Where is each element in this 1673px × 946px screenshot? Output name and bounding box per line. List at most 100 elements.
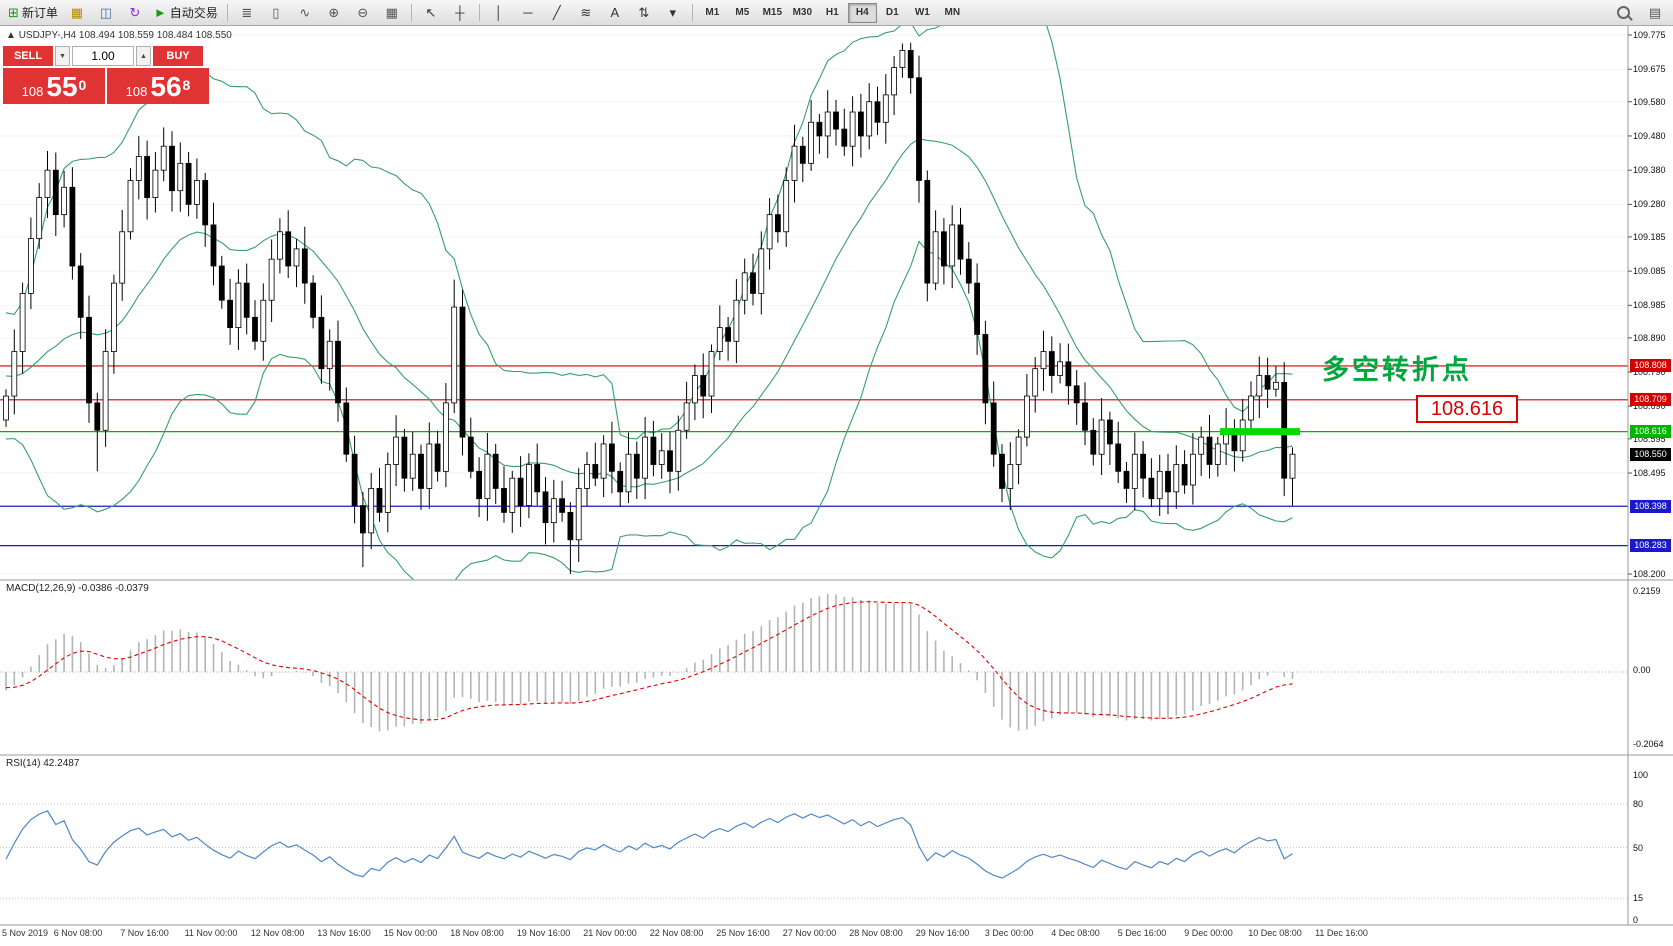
time-axis-label[interactable]: 25 Nov 16:00 — [716, 928, 770, 938]
chart-window-button[interactable]: ▦ — [63, 2, 91, 24]
search-button[interactable] — [1609, 2, 1637, 24]
price-level-label-108-398: 108.398 — [1630, 499, 1671, 513]
timeframe-mn-button[interactable]: MN — [944, 7, 961, 18]
search-icon — [1616, 6, 1630, 19]
chart-window-icon: ▦ — [70, 5, 84, 20]
rsi-scale-tick: 0 — [1633, 915, 1639, 925]
buy-button[interactable]: BUY — [153, 46, 203, 66]
zoom-in-icon: ⊕ — [328, 5, 340, 20]
bar-chart-mode-button[interactable]: ≣ — [233, 2, 261, 24]
time-axis-label[interactable]: 5 Nov 2019 — [2, 928, 49, 938]
trendline-tool-button[interactable]: ╱ — [543, 2, 571, 24]
time-axis-label[interactable]: 9 Dec 00:00 — [1184, 928, 1233, 938]
time-axis-label[interactable]: 19 Nov 16:00 — [516, 928, 571, 938]
candlestick-mode-button[interactable]: ▯ — [262, 2, 290, 24]
profiles-button[interactable]: ◫ — [92, 2, 120, 24]
zoom-out-icon: ⊖ — [357, 5, 369, 20]
crosshair-tool-button[interactable]: ┼ — [446, 2, 474, 24]
timeframe-m1-button[interactable]: M1 — [705, 7, 720, 18]
macd-scale-min: -0.2064 — [1633, 739, 1664, 749]
time-axis-label[interactable]: 12 Nov 08:00 — [250, 928, 305, 938]
turning-point-annotation: 多空转折点 — [1322, 355, 1472, 385]
zoom-out-button[interactable]: ⊖ — [349, 2, 377, 24]
timeframe-h1-button[interactable]: H1 — [825, 7, 839, 18]
time-axis-label[interactable]: 11 Dec 16:00 — [1315, 928, 1368, 938]
text-tool-button[interactable]: A — [601, 2, 629, 24]
sell-price-display[interactable]: 108 55 0 — [3, 68, 105, 104]
timeframe-m15-button[interactable]: M15 — [762, 7, 783, 18]
volume-increase-button[interactable]: ▲ — [136, 46, 151, 66]
toolbar-separator — [691, 4, 693, 21]
arrows-tool-button[interactable]: ⇅ — [630, 2, 658, 24]
price-axis-tick: 109.085 — [1633, 266, 1666, 277]
time-axis-label[interactable]: 10 Dec 08:00 — [1248, 928, 1302, 938]
time-axis-label[interactable]: 27 Nov 00:00 — [782, 928, 837, 938]
buy-price-display[interactable]: 108 56 8 — [107, 68, 209, 104]
vertical-line-tool-button[interactable]: │ — [485, 2, 513, 24]
horizontal-line-tool-button[interactable]: ─ — [514, 2, 542, 24]
price-axis-tick: 109.775 — [1633, 30, 1666, 40]
one-click-trading-panel: SELL ▼ ▲ BUY 108 55 0 108 56 8 — [3, 46, 209, 104]
volume-input[interactable] — [72, 46, 134, 66]
zoom-in-button[interactable]: ⊕ — [320, 2, 348, 24]
price-axis-tick: 109.580 — [1633, 96, 1666, 107]
refresh-icon: ↻ — [129, 5, 141, 20]
chart-symbol-info: ▲ USDJPY-,H4 108.494 108.559 108.484 108… — [6, 30, 232, 41]
time-axis-label[interactable]: 21 Nov 00:00 — [583, 928, 637, 938]
bar-chart-mode-icon: ≣ — [241, 5, 253, 20]
time-axis-label[interactable]: 5 Dec 16:00 — [1117, 928, 1167, 938]
price-axis-tick: 108.890 — [1633, 332, 1666, 343]
auto-trading-button[interactable]: ► 自动交易 — [150, 2, 222, 24]
time-axis-label[interactable]: 6 Nov 08:00 — [53, 928, 103, 938]
main-toolbar: ⊞ 新订单 ▦ ◫ ↻ ► 自动交易 ≣ ▯ ∿ ⊕ ⊖ ▦ ↖ ┼ │ ─ ╱ ≋ A ⇅ ▾ M1 M5 M15 M30 H1 H… — [0, 0, 1673, 26]
fibonacci-tool-icon: ≋ — [580, 5, 592, 20]
line-chart-mode-button[interactable]: ∿ — [291, 2, 319, 24]
price-axis-tick: 108.690 — [1633, 401, 1666, 412]
more-tools-button[interactable]: ▾ — [659, 2, 687, 24]
rsi-label: RSI(14) 42.2487 — [6, 758, 80, 769]
rsi-scale-tick: 15 — [1633, 893, 1644, 904]
time-axis-label[interactable]: 28 Nov 08:00 — [849, 928, 903, 938]
rsi-scale-tick: 80 — [1633, 799, 1644, 809]
time-axis-label[interactable]: 3 Dec 00:00 — [984, 928, 1034, 938]
cursor-tool-button[interactable]: ↖ — [417, 2, 445, 24]
symbol-marker-icon: ▲ — [6, 30, 16, 41]
cursor-tool-icon: ↖ — [425, 5, 437, 20]
volume-decrease-button[interactable]: ▼ — [55, 46, 70, 66]
tile-windows-button[interactable]: ▦ — [378, 2, 406, 24]
toolbar-separator — [410, 4, 412, 21]
timeframe-w1-button[interactable]: W1 — [914, 7, 930, 18]
refresh-button[interactable]: ↻ — [121, 2, 149, 24]
line-chart-mode-icon: ∿ — [299, 5, 311, 20]
sell-price-sup: 0 — [78, 77, 87, 93]
time-axis-label[interactable]: 22 Nov 08:00 — [649, 928, 704, 938]
price-axis-tick: 109.380 — [1633, 165, 1666, 176]
panels-button[interactable]: ▤ — [1641, 2, 1669, 24]
time-axis-label[interactable]: 13 Nov 16:00 — [317, 928, 371, 938]
sell-price-main: 55 — [46, 71, 78, 102]
time-axis-label[interactable]: 18 Nov 08:00 — [450, 928, 504, 938]
price-level-label-108-616: 108.616 — [1630, 425, 1671, 439]
auto-trading-label: 自动交易 — [169, 6, 218, 20]
fibonacci-tool-button[interactable]: ≋ — [572, 2, 600, 24]
timeframe-m5-button[interactable]: M5 — [735, 7, 750, 18]
time-axis-label[interactable]: 7 Nov 16:00 — [120, 928, 169, 938]
timeframe-d1-button[interactable]: D1 — [885, 7, 899, 18]
time-axis-label[interactable]: 4 Dec 08:00 — [1051, 928, 1100, 938]
text-tool-icon: A — [610, 5, 620, 20]
arrows-tool-icon: ⇅ — [638, 5, 650, 20]
price-level-label-108-283: 108.283 — [1630, 539, 1671, 553]
sell-price-prefix: 108 — [21, 83, 44, 99]
timeframe-m30-button[interactable]: M30 — [792, 7, 813, 18]
price-axis-tick: 108.985 — [1633, 300, 1666, 311]
time-axis-label[interactable]: 11 Nov 00:00 — [184, 928, 238, 938]
timeframe-h4-button[interactable]: H4 — [847, 2, 877, 23]
new-order-button[interactable]: ⊞ 新订单 — [4, 2, 62, 24]
sell-button[interactable]: SELL — [3, 46, 53, 66]
price-axis-tick: 108.200 — [1633, 568, 1666, 579]
time-axis-label[interactable]: 15 Nov 00:00 — [383, 928, 438, 938]
time-axis-label[interactable]: 29 Nov 16:00 — [915, 928, 970, 938]
vertical-line-tool-icon: │ — [494, 5, 503, 20]
